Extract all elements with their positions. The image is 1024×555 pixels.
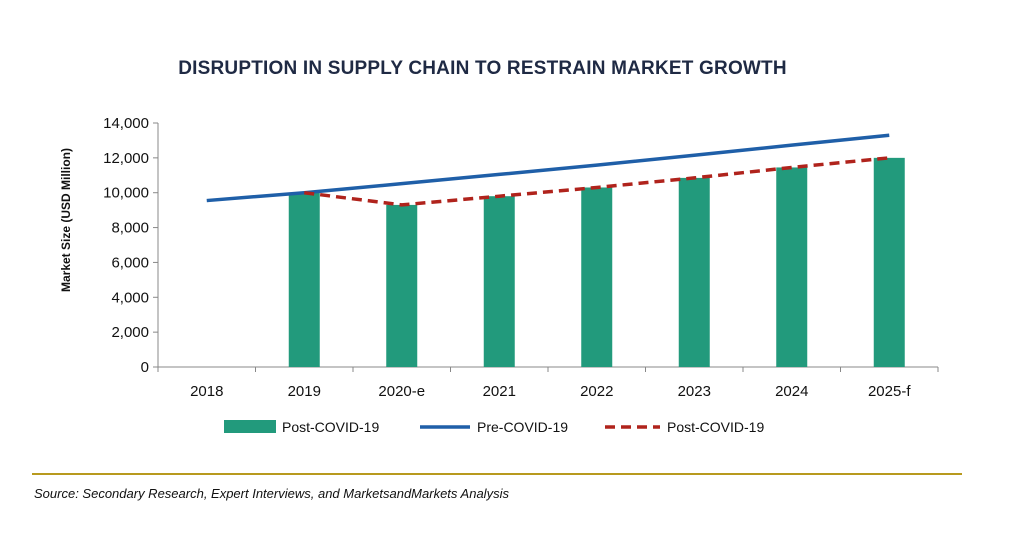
bar [386, 204, 418, 367]
x-tick-label: 2020-e [378, 383, 425, 400]
x-tick-label: 2018 [190, 383, 223, 400]
bar-series [288, 157, 905, 367]
x-tick-label: 2024 [775, 383, 808, 400]
chart-canvas: 02,0004,0006,0008,00010,00012,00014,000 … [59, 115, 939, 435]
bar [776, 167, 808, 367]
x-tick-label: 2019 [288, 383, 321, 400]
y-tick-label: 0 [141, 359, 149, 376]
bar [678, 177, 710, 367]
bar [288, 192, 320, 367]
x-tick-label: 2025-f [868, 383, 911, 400]
post-covid-dashed-line [304, 156, 890, 207]
legend-label: Post-COVID-19 [282, 419, 379, 435]
line-series [206, 133, 890, 207]
x-axis: 2018 2019 2020-e 2021 2022 2023 2024 2025-f [157, 366, 939, 400]
y-axis-label: Market Size (USD Million) [59, 148, 73, 292]
divider [32, 473, 962, 475]
y-tick-label: 8,000 [111, 220, 149, 237]
y-axis: 0 2,000 4,000 6,000 8,000 10,000 12,000 14,000 [103, 115, 159, 376]
chart-title: DISRUPTION IN SUPPLY CHAIN TO RESTRAIN M… [178, 58, 787, 79]
legend-label: Post-COVID-19 [667, 419, 764, 435]
source-note: Source: Secondary Research, Expert Inter… [34, 486, 509, 501]
y-tick-label: 10,000 [103, 185, 149, 202]
x-tick-label: 2022 [580, 383, 613, 400]
legend-swatch-bar [224, 420, 276, 433]
pre-covid-line [206, 133, 890, 203]
legend-label: Pre-COVID-19 [477, 419, 568, 435]
y-tick-label: 4,000 [111, 289, 149, 306]
y-tick-label: 12,000 [103, 150, 149, 167]
y-tick-label: 2,000 [111, 324, 149, 341]
x-tick-label: 2021 [483, 383, 516, 400]
legend: Post-COVID-19 Pre-COVID-19 Post-COVID-19 [224, 419, 764, 435]
y-tick-label: 6,000 [111, 254, 149, 271]
y-tick-label: 14,000 [103, 115, 149, 132]
x-tick-label: 2023 [678, 383, 711, 400]
bar [581, 187, 613, 367]
bar [873, 157, 905, 367]
bar [483, 196, 515, 367]
